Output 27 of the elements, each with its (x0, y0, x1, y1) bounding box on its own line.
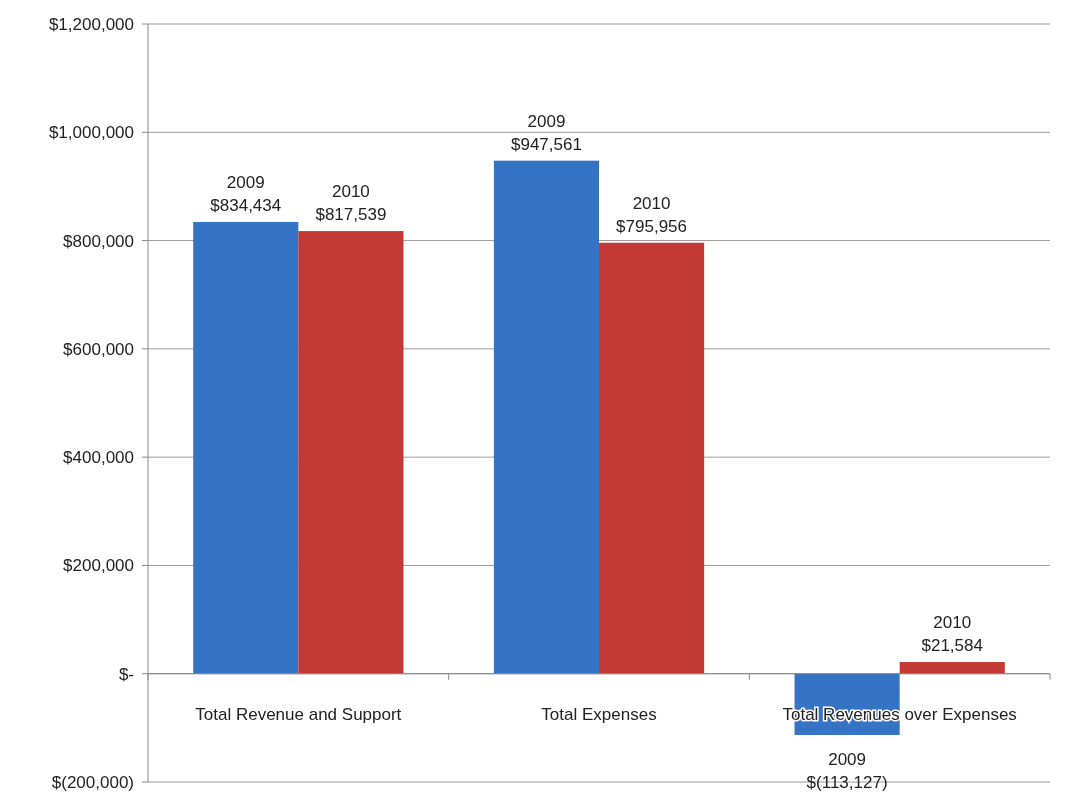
y-tick-label: $600,000 (63, 339, 134, 359)
text: 2009 (226, 172, 265, 192)
bar (899, 662, 1005, 674)
y-tick-label: $- (118, 664, 134, 684)
y-tick-label: $200,000 (63, 556, 134, 576)
x-tick-label: Total Expenses (541, 704, 657, 724)
bar (298, 231, 404, 674)
y-tick-label: $1,000,000 (48, 123, 134, 143)
data-label: $947,561 (510, 134, 582, 154)
series-label: 2009 (828, 749, 867, 769)
y-tick-label: $400,000 (63, 448, 134, 468)
text: 2010 (632, 193, 671, 213)
bar (193, 221, 299, 674)
data-label: $21,584 (921, 636, 983, 656)
x-tick-label: Total Revenue and Support (195, 704, 402, 724)
bar (493, 160, 599, 674)
data-label: $(113,127) (806, 772, 888, 792)
y-tick-label: $(200,000) (51, 772, 134, 792)
text: 2010 (933, 613, 972, 633)
y-tick-label: $1,200,000 (48, 14, 134, 34)
data-label: $834,434 (210, 195, 282, 215)
bar (599, 242, 705, 674)
data-label: $817,539 (315, 205, 387, 225)
data-label: $795,956 (616, 216, 688, 236)
y-tick-label: $800,000 (63, 231, 134, 251)
series-label: 2010 (331, 182, 370, 202)
text: 2009 (527, 111, 566, 131)
